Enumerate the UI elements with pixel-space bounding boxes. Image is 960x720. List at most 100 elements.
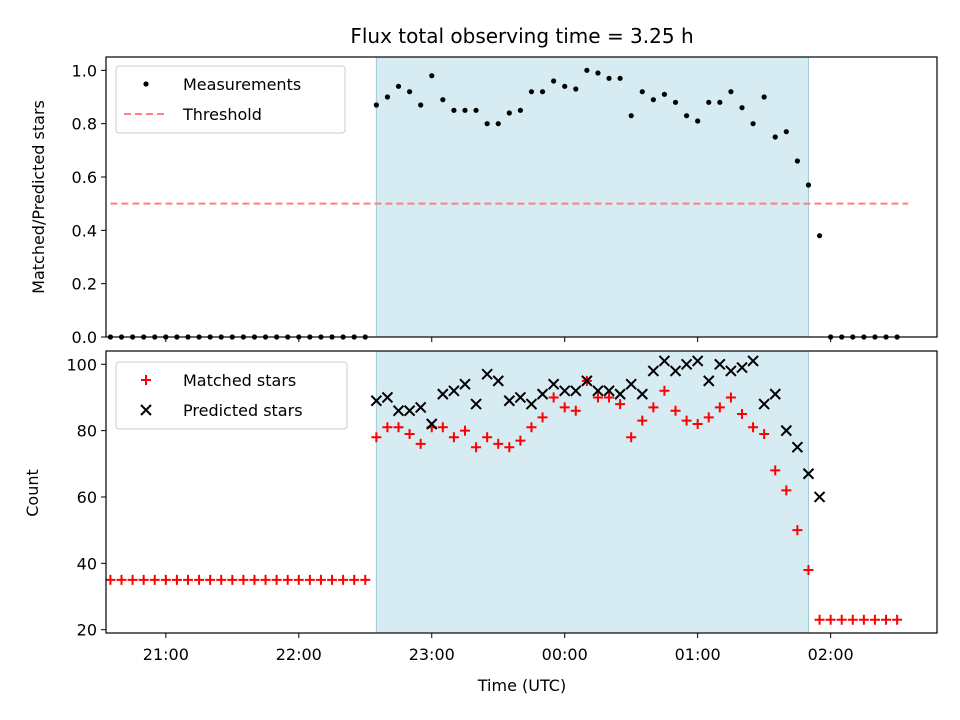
data-point	[506, 110, 512, 116]
y-tick-label: 80	[77, 422, 97, 441]
bottom-plot-background	[375, 350, 809, 634]
data-point	[528, 89, 535, 95]
legend-label: Threshold	[182, 105, 262, 124]
x-axis-label: Time (UTC)	[477, 676, 566, 695]
data-point	[750, 121, 756, 127]
data-point	[650, 97, 656, 103]
data-point	[537, 412, 548, 423]
data-point	[105, 574, 116, 585]
y-tick-label: 0.4	[72, 221, 97, 240]
data-point	[805, 182, 812, 188]
data-point	[160, 574, 171, 585]
data-point	[315, 574, 326, 585]
data-point	[194, 574, 205, 585]
data-point	[470, 398, 482, 410]
data-point	[769, 388, 781, 400]
data-point	[858, 614, 869, 625]
data-point	[548, 392, 559, 403]
data-point	[736, 361, 748, 374]
data-point	[515, 435, 526, 446]
data-point	[595, 70, 601, 76]
data-point	[493, 438, 504, 449]
data-point	[648, 402, 659, 413]
data-point	[814, 614, 825, 625]
data-point	[803, 564, 814, 575]
legend-swatch	[143, 81, 149, 87]
data-point	[559, 402, 570, 413]
data-point	[327, 574, 338, 585]
top-panel: Flux total observing time = 3.25 h 0.00.…	[29, 24, 938, 347]
legend-label: Predicted stars	[183, 401, 303, 420]
x-tick-label: 00:00	[542, 645, 588, 664]
top-plot-background	[375, 56, 809, 338]
data-point	[581, 375, 593, 387]
data-point	[813, 491, 826, 503]
data-point	[603, 385, 615, 397]
data-point	[393, 422, 404, 433]
data-point	[703, 375, 715, 387]
top-data-marks	[105, 56, 938, 340]
data-point	[761, 94, 767, 100]
data-point	[592, 385, 604, 397]
data-point	[415, 438, 426, 449]
bottom-x-axis: 21:00 22:00 23:00 00:00 01:00 02:00	[143, 633, 854, 664]
data-point	[418, 102, 424, 108]
y-tick-label: 100	[66, 355, 97, 374]
data-point	[714, 358, 726, 370]
data-point	[403, 405, 416, 417]
data-point	[482, 432, 493, 443]
data-point	[227, 574, 238, 585]
data-point	[791, 441, 804, 453]
bottom-panel: 20 40 60 80 100 21:00 22:00 23:00 00:00 01:00 02:…	[23, 350, 938, 695]
observing-window-span	[375, 56, 809, 338]
legend-label: Matched stars	[183, 371, 296, 390]
bottom-data-marks	[105, 350, 938, 634]
data-point	[462, 107, 468, 113]
data-point	[526, 422, 537, 433]
data-point	[792, 525, 803, 536]
top-legend: Measurements Threshold	[115, 65, 346, 134]
top-y-axis: 0.0 0.2 0.4 0.6 0.8 1.0	[72, 61, 106, 347]
data-point	[481, 368, 493, 380]
data-point	[706, 99, 712, 105]
data-point	[451, 107, 457, 113]
data-point	[514, 391, 527, 404]
data-point	[869, 614, 880, 625]
data-point	[683, 113, 690, 119]
data-point	[816, 233, 823, 239]
data-point	[249, 574, 260, 585]
y-tick-label: 0.0	[72, 328, 97, 347]
data-point	[504, 442, 515, 453]
data-point	[414, 401, 427, 414]
y-tick-label: 40	[77, 554, 97, 573]
data-point	[783, 129, 789, 135]
data-point	[728, 89, 734, 95]
data-point	[459, 378, 471, 390]
plot-frame	[105, 350, 938, 634]
data-point	[695, 118, 701, 124]
data-point	[570, 405, 581, 416]
legend-box	[115, 65, 346, 134]
data-point	[658, 355, 671, 367]
data-point	[736, 409, 747, 420]
data-point	[748, 422, 759, 433]
data-point	[847, 614, 858, 625]
data-point	[647, 365, 660, 377]
data-point	[794, 158, 800, 164]
data-point	[471, 442, 482, 453]
data-point	[338, 574, 349, 585]
data-point	[495, 121, 501, 127]
data-point	[216, 574, 227, 585]
x-tick-label: 23:00	[409, 645, 455, 664]
data-point	[271, 574, 282, 585]
data-point	[517, 107, 523, 113]
data-point	[381, 391, 394, 404]
data-point	[636, 388, 648, 400]
data-point	[282, 574, 293, 585]
data-point	[617, 75, 623, 81]
data-point	[592, 392, 603, 403]
data-point	[349, 574, 360, 585]
data-point	[503, 395, 516, 407]
data-point	[703, 412, 714, 423]
